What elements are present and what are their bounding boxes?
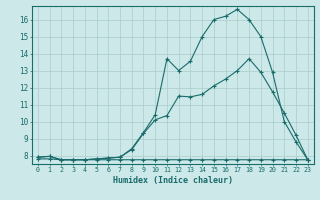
X-axis label: Humidex (Indice chaleur): Humidex (Indice chaleur) bbox=[113, 176, 233, 185]
